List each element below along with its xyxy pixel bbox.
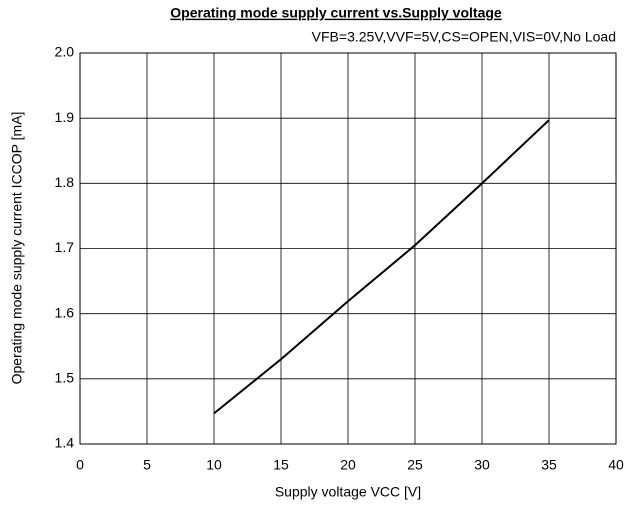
line (213, 119, 550, 415)
y-axis-label: Operating mode supply current ICCOP [mA] (9, 112, 25, 385)
x-tick-label: 0 (76, 457, 84, 473)
x-tick-label: 35 (541, 457, 557, 473)
y-tick-label: 1.4 (55, 435, 75, 451)
x-tick-label: 40 (608, 457, 624, 473)
y-tick-label: 1.6 (55, 304, 75, 320)
x-tick-label: 30 (474, 457, 490, 473)
x-tick-label: 5 (143, 457, 151, 473)
y-tick-label: 1.9 (55, 109, 75, 125)
x-tick-label: 25 (407, 457, 423, 473)
chart-title: Operating mode supply current vs.Supply … (170, 5, 502, 21)
y-tick-label: 1.5 (55, 370, 75, 386)
x-tick-label: 10 (206, 457, 222, 473)
chart-subtitle: VFB=3.25V,VVF=5V,CS=OPEN,VIS=0V,No Load (312, 29, 616, 45)
y-tick-label: 1.8 (55, 174, 75, 190)
y-tick-label: 2.0 (55, 44, 75, 60)
y-tick-label: 1.7 (55, 239, 75, 255)
x-axis-label: Supply voltage VCC [V] (275, 484, 421, 500)
x-tick-label: 15 (273, 457, 289, 473)
x-tick-label: 20 (340, 457, 356, 473)
